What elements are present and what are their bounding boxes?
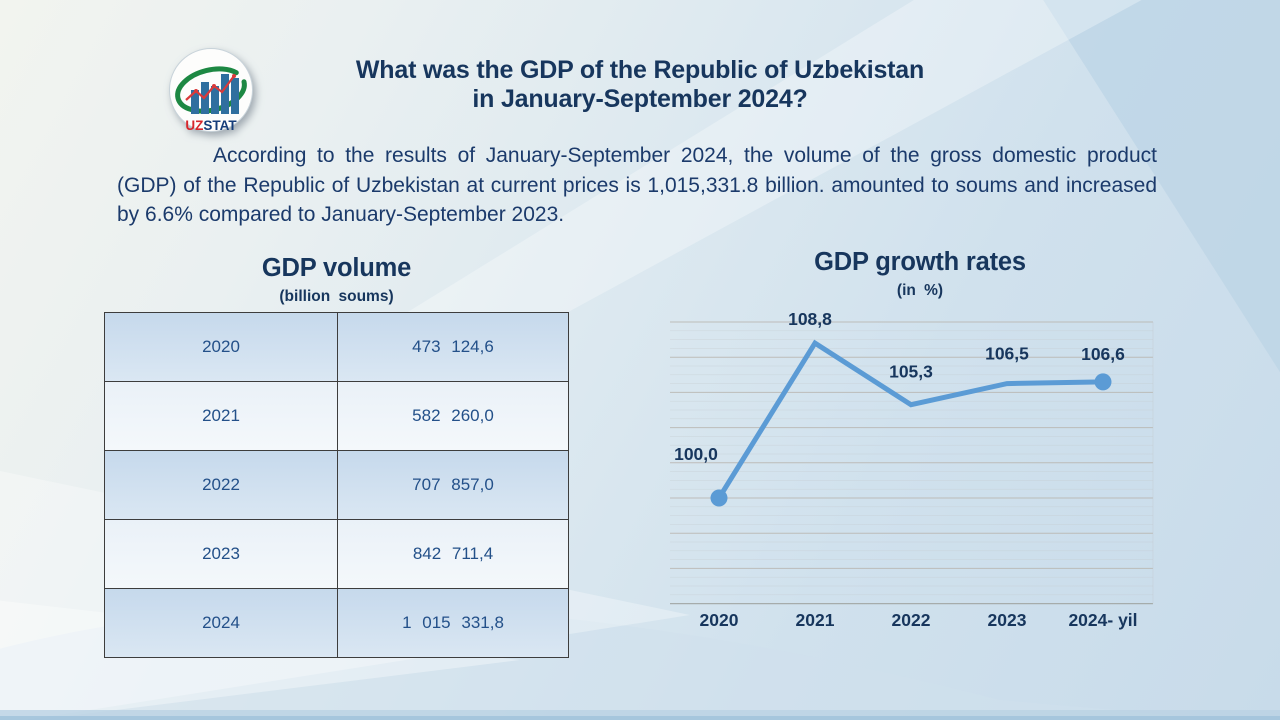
table-row: 2022 707 857,0 xyxy=(105,451,568,521)
page-title-line1: What was the GDP of the Republic of Uzbe… xyxy=(355,56,925,84)
chart-title: GDP growth rates xyxy=(814,248,1026,276)
table-row: 2021 582 260,0 xyxy=(105,382,568,452)
x-tick-label: 2022 xyxy=(892,610,931,630)
x-tick-label: 2023 xyxy=(988,610,1027,630)
bg-bottom-strip xyxy=(0,710,1280,720)
value-cell: 707 857,0 xyxy=(412,475,494,495)
table-section-header: GDP volume (billion soums) xyxy=(104,254,569,306)
value-cell: 1 015 331,8 xyxy=(402,613,504,633)
table-subtitle: (billion soums) xyxy=(279,288,394,305)
table-title: GDP volume xyxy=(261,254,412,282)
table-row: 2020 473 124,6 xyxy=(105,313,568,383)
chart-subtitle: (in %) xyxy=(896,282,944,299)
logo-text-uz: UZ xyxy=(185,118,203,133)
bg-bottom-strip-dark xyxy=(0,716,1280,720)
x-tick-label: 2021 xyxy=(796,610,835,630)
growth-chart: 100,0 108,8 105,3 106,5 106,6 2020 2021 2022 202… xyxy=(670,309,1154,630)
year-cell: 2020 xyxy=(105,313,338,382)
logo-text-stat: STAT xyxy=(203,118,237,133)
point-label: 106,6 xyxy=(1081,344,1125,364)
year-cell: 2022 xyxy=(105,451,338,520)
trend-line-icon xyxy=(185,74,236,101)
value-cell: 842 711,4 xyxy=(412,544,494,564)
year-cell: 2024 xyxy=(105,589,338,658)
year-cell: 2021 xyxy=(105,382,338,451)
point-label: 100,0 xyxy=(674,444,718,464)
point-label: 108,8 xyxy=(788,309,832,329)
point-marker xyxy=(710,489,728,507)
gdp-table: 2020 473 124,6 2021 582 260,0 2022 707 857,0 2… xyxy=(104,312,569,659)
value-cell: 473 124,6 xyxy=(412,337,494,357)
point-label: 106,5 xyxy=(985,344,1029,364)
intro-paragraph: According to the results of January-Sept… xyxy=(117,144,1157,226)
logo-wordmark: UZSTAT xyxy=(185,118,237,133)
x-tick-label: 2024- yil xyxy=(1068,610,1137,630)
growth-line xyxy=(716,339,1104,500)
table-row: 2024 1 015 331,8 xyxy=(105,589,568,658)
chart-section-header: GDP growth rates (in %) xyxy=(660,248,1180,300)
year-cell: 2023 xyxy=(105,520,338,589)
value-cell: 582 260,0 xyxy=(412,406,494,426)
x-tick-label: 2020 xyxy=(700,610,739,630)
page-title-line2: in January-September 2024? xyxy=(472,85,808,113)
uzstat-logo: UZSTAT xyxy=(166,46,256,138)
page-title: What was the GDP of the Republic of Uzbe… xyxy=(270,56,1010,114)
point-marker xyxy=(1094,373,1112,391)
point-label: 105,3 xyxy=(889,362,933,382)
table-row: 2023 842 711,4 xyxy=(105,520,568,590)
